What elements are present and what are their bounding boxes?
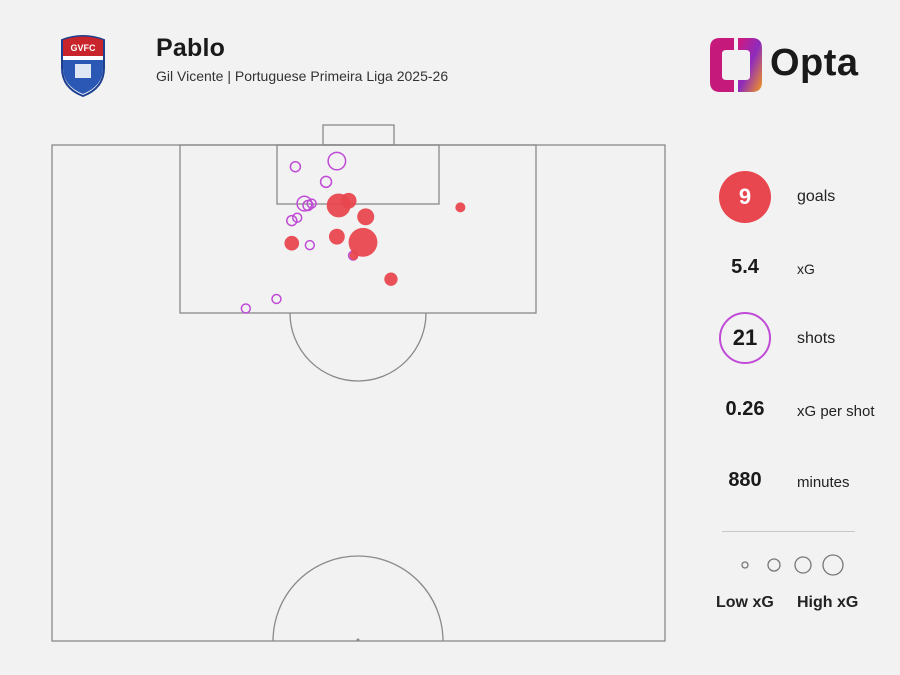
six-yard-box <box>276 144 440 205</box>
divider <box>722 531 855 532</box>
minutes-label: minutes <box>797 474 850 491</box>
xg-per-shot-label: xG per shot <box>797 403 875 420</box>
shot-marker <box>271 293 282 305</box>
shots-layer <box>240 151 466 314</box>
shots-label: shots <box>797 330 836 347</box>
pitch-lines <box>51 124 666 642</box>
xg-label: xG <box>797 261 815 277</box>
shots-value: 21 <box>732 325 758 350</box>
goals-badge: 9 <box>719 171 771 223</box>
goal-shot-marker <box>348 227 378 257</box>
goal-shot-marker <box>328 228 345 245</box>
legend-low-label: Low xG <box>716 594 774 611</box>
crest-text: GVFC <box>70 43 96 53</box>
goal-shot-marker <box>357 208 375 226</box>
xg-value: 5.4 <box>731 256 759 278</box>
goals-value: 9 <box>738 184 752 209</box>
goal-shot-marker <box>384 272 398 286</box>
shot-marker <box>319 175 333 189</box>
opta-wordmark: Opta <box>770 42 859 84</box>
shot-marker <box>289 160 302 173</box>
shot-marker <box>296 195 313 212</box>
shot-marker <box>306 198 317 209</box>
goal <box>322 124 395 146</box>
center-spot <box>356 638 360 642</box>
shot-marker <box>304 239 316 251</box>
shot-marker <box>286 214 298 227</box>
goal-shot-marker <box>340 192 357 209</box>
xg-per-shot-value: 0.26 <box>725 398 765 420</box>
penalty-arc <box>289 312 427 382</box>
shot-marker <box>327 151 347 171</box>
goal-shot-marker <box>349 251 359 261</box>
minutes-value: 880 <box>728 469 762 491</box>
goals-label: goals <box>797 188 836 205</box>
goal-shot-marker <box>455 202 466 213</box>
player-name: Pablo <box>156 34 226 62</box>
subtitle: Gil Vicente | Portuguese Primeira Liga 2… <box>156 68 449 84</box>
opta-logo-icon <box>710 38 762 92</box>
shot-marker <box>291 212 303 223</box>
shot-marker <box>240 303 252 314</box>
legend-high-label: High xG <box>797 594 859 611</box>
club-crest-icon: GVFC <box>61 35 105 98</box>
center-circle <box>272 555 444 642</box>
goal-shot-marker <box>284 235 300 251</box>
shots-badge: 21 <box>719 312 771 364</box>
